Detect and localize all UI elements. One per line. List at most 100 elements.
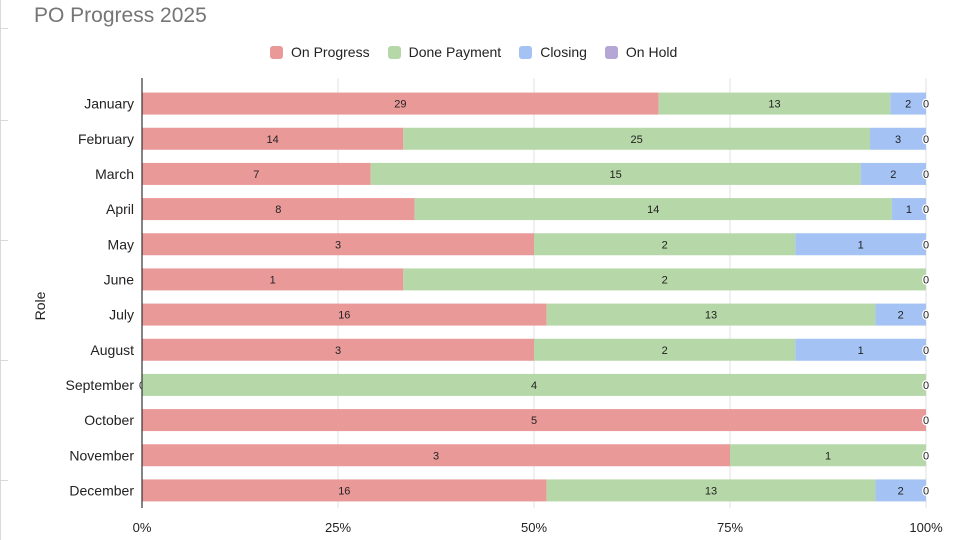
legend-label: On Progress [291, 44, 370, 60]
data-label: 3 [335, 239, 341, 251]
bar-segment[interactable] [534, 233, 796, 256]
bar-segment[interactable] [534, 338, 796, 361]
data-label: 2 [890, 169, 896, 181]
bar-segment[interactable] [658, 92, 891, 115]
data-label: 3 [433, 450, 439, 462]
data-label: 5 [531, 415, 537, 427]
legend-item-closing[interactable]: Closing [519, 44, 587, 60]
bar-segment[interactable] [403, 127, 870, 150]
data-label: 2 [905, 99, 911, 111]
data-label: 3 [895, 134, 901, 146]
bar-segment[interactable] [860, 162, 926, 185]
data-label: 4 [531, 380, 537, 392]
bar-segment[interactable] [795, 338, 926, 361]
y-category-label: November [69, 447, 134, 463]
legend-item-on-hold[interactable]: On Hold [604, 44, 677, 60]
bar-segment[interactable] [142, 373, 926, 396]
data-label: 2 [662, 345, 668, 357]
data-label: 13 [768, 99, 780, 111]
y-category-label: January [84, 96, 134, 112]
x-tick-label: 25% [325, 520, 351, 535]
bar-segment[interactable] [875, 303, 926, 326]
data-label: 0 [923, 310, 929, 322]
data-label: 14 [647, 204, 659, 216]
bar-segment[interactable] [142, 92, 659, 115]
legend-swatch [270, 45, 283, 59]
x-tick-label: 75% [717, 520, 743, 535]
bar-segment[interactable] [142, 162, 371, 185]
bar-segment[interactable] [414, 198, 892, 221]
legend-swatch [519, 45, 533, 59]
data-label: 0 [923, 99, 929, 111]
data-label: 2 [898, 310, 904, 322]
chart-title: PO Progress 2025 [34, 4, 207, 27]
y-category-label: February [78, 131, 134, 147]
bar-segment[interactable] [890, 92, 926, 115]
data-label: 0 [923, 345, 929, 357]
data-label: 2 [898, 485, 904, 497]
data-label: 2 [662, 274, 668, 286]
data-label: 8 [275, 204, 281, 216]
data-label: 2 [662, 239, 668, 251]
data-label: 1 [906, 204, 912, 216]
bar-segment[interactable] [142, 409, 926, 432]
x-tick-label: 50% [521, 520, 547, 535]
bar-segment[interactable] [403, 268, 926, 291]
data-label: 0 [923, 485, 929, 497]
legend-label: Closing [540, 44, 587, 60]
y-category-label: July [109, 307, 134, 323]
legend-label: Done Payment [408, 44, 502, 60]
bar-segment[interactable] [730, 444, 926, 467]
bar-segment[interactable] [142, 303, 547, 326]
chart-legend: On Progress Done Payment Closing On Hold [270, 44, 677, 60]
bar-segment[interactable] [546, 303, 876, 326]
legend-swatch [387, 45, 401, 59]
bar-segment[interactable] [795, 233, 926, 256]
bar-segment[interactable] [142, 479, 547, 502]
bar-segment[interactable] [142, 444, 730, 467]
data-label: 0 [923, 134, 929, 146]
bar-segment[interactable] [142, 127, 404, 150]
data-label: 0 [923, 274, 929, 286]
y-category-label: December [69, 482, 134, 498]
data-label: 0 [923, 450, 929, 462]
data-label: 0 [923, 450, 929, 462]
bar-segment[interactable] [546, 479, 876, 502]
legend-item-done-payment[interactable]: Done Payment [387, 44, 502, 60]
y-category-label: October [84, 412, 134, 428]
bar-segment[interactable] [875, 479, 926, 502]
y-category-label: September [66, 377, 135, 393]
bar-segment[interactable] [142, 233, 534, 256]
data-label: 0 [923, 239, 929, 251]
data-label: 0 [923, 415, 929, 427]
bar-segment[interactable] [370, 162, 861, 185]
x-tick-label: 100% [909, 520, 943, 535]
data-label: 1 [270, 274, 276, 286]
data-label: 0 [923, 380, 929, 392]
data-label: 13 [705, 485, 717, 497]
data-label: 13 [705, 310, 717, 322]
data-label: 0 [923, 204, 929, 216]
bar-segment[interactable] [142, 268, 404, 291]
bar-segment[interactable] [142, 338, 534, 361]
bar-segment[interactable] [891, 198, 926, 221]
y-category-label: August [90, 342, 134, 358]
data-label: 7 [253, 169, 259, 181]
y-category-label: June [104, 271, 135, 287]
bar-segment[interactable] [870, 127, 926, 150]
bar-segment[interactable] [142, 198, 415, 221]
legend-swatch [604, 45, 618, 59]
data-label: 15 [610, 169, 622, 181]
data-label: 3 [335, 345, 341, 357]
data-label: 0 [923, 415, 929, 427]
data-label: 1 [825, 450, 831, 462]
data-label: 0 [923, 169, 929, 181]
data-label: 0 [923, 415, 929, 427]
data-label: 29 [394, 99, 406, 111]
data-label: 25 [631, 134, 643, 146]
y-category-label: March [95, 166, 134, 182]
y-category-label: May [108, 236, 134, 252]
legend-item-on-progress[interactable]: On Progress [270, 44, 370, 60]
data-label: 1 [858, 345, 864, 357]
